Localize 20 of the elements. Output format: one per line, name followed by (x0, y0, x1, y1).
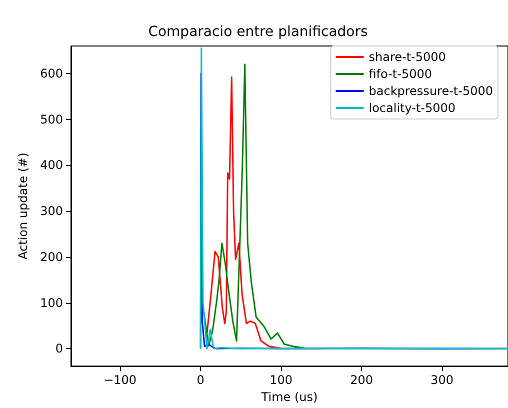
legend-label: locality-t-5000 (368, 101, 456, 115)
y-axis-title: Action update (#) (16, 152, 30, 260)
y-tick-label: 600 (40, 66, 63, 81)
x-axis-title: Time (us) (260, 390, 318, 404)
x-tick-label: −100 (104, 373, 137, 388)
legend-label: backpressure-t-5000 (368, 84, 494, 98)
y-tick-label: 0 (55, 342, 63, 356)
x-tick-label: 100 (270, 373, 293, 388)
y-tick-label: 400 (40, 158, 63, 172)
line-series (206, 76, 322, 350)
x-tick-label: 200 (350, 373, 373, 388)
legend-label: share-t-5000 (368, 50, 446, 64)
y-tick-label: 300 (40, 204, 63, 218)
x-tick-label: 0 (196, 373, 204, 388)
y-tick-label: 100 (40, 296, 63, 310)
chart-title: Comparacio entre planificadors (148, 24, 368, 40)
x-tick-label: 300 (430, 373, 454, 388)
y-tick-label: 200 (40, 250, 63, 264)
y-tick-label: 500 (40, 112, 63, 126)
legend-label: fifo-t-5000 (368, 67, 432, 81)
